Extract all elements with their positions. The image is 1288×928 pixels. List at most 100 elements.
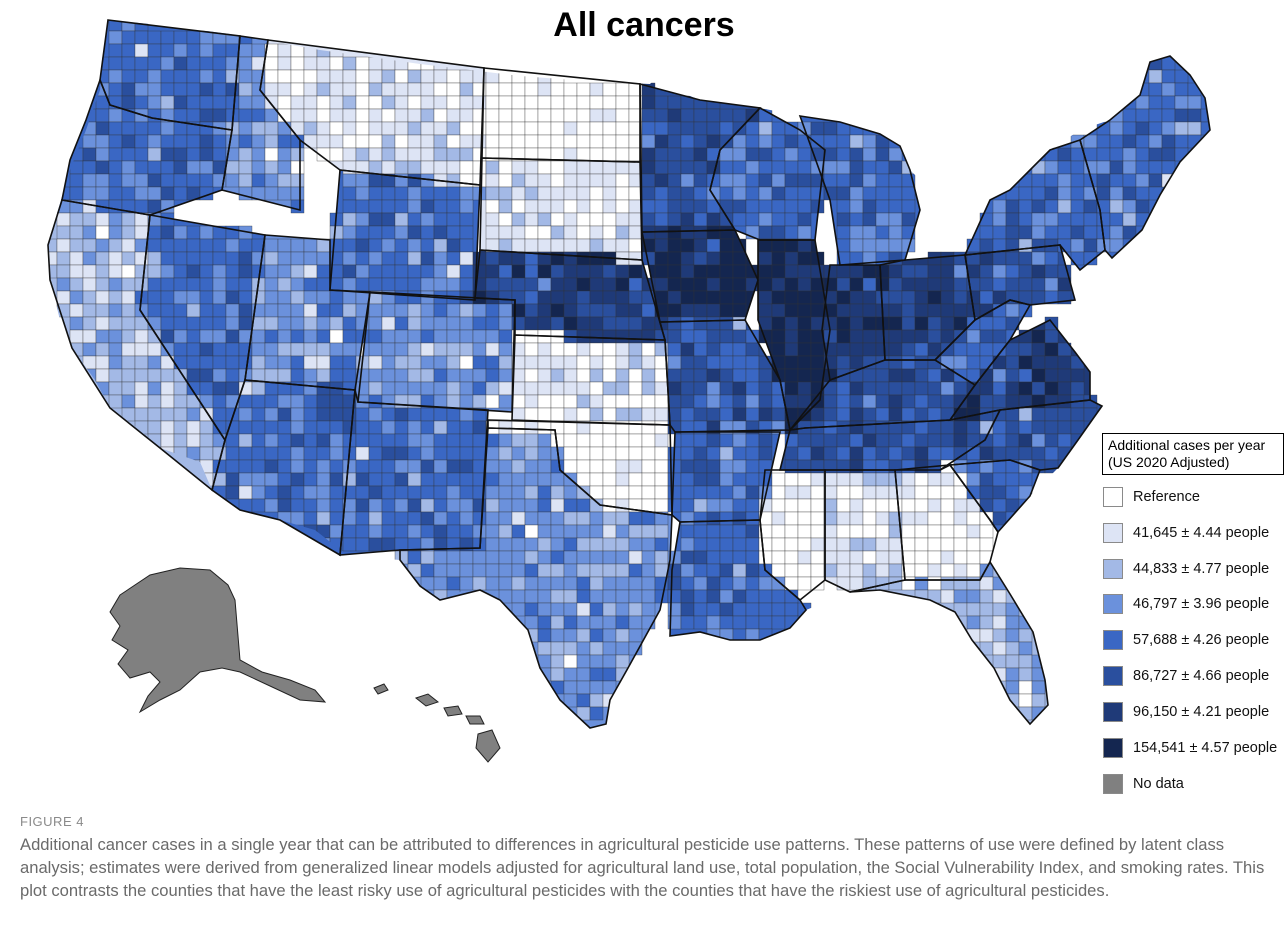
- county-cell: [108, 199, 123, 214]
- county-cell: [667, 589, 682, 604]
- county-cell: [1031, 264, 1046, 279]
- county-cell: [355, 433, 370, 448]
- county-cell: [277, 420, 292, 435]
- county-cell: [615, 641, 630, 656]
- county-cell: [979, 537, 994, 552]
- county-cell: [498, 459, 513, 474]
- county-cell: [732, 160, 747, 175]
- county-cell: [862, 303, 877, 318]
- county-cell: [485, 108, 500, 123]
- county-cell: [862, 316, 877, 331]
- county-cell: [888, 394, 903, 409]
- county-cell: [134, 225, 149, 240]
- county-cell: [875, 394, 890, 409]
- county-cell: [589, 550, 604, 565]
- county-cell: [576, 693, 591, 708]
- county-cell: [381, 446, 396, 461]
- county-cell: [1122, 147, 1137, 162]
- county-cell: [173, 108, 188, 123]
- county-cell: [888, 316, 903, 331]
- county-cell: [615, 121, 630, 136]
- county-cell: [784, 524, 799, 539]
- county-cell: [498, 186, 513, 201]
- county-cell: [576, 498, 591, 513]
- county-cell: [381, 199, 396, 214]
- county-cell: [550, 537, 565, 552]
- county-cell: [1083, 212, 1098, 227]
- county-cell: [602, 511, 617, 526]
- county-cell: [966, 290, 981, 305]
- county-cell: [654, 420, 669, 435]
- county-cell: [602, 446, 617, 461]
- county-cell: [836, 303, 851, 318]
- county-cell: [290, 264, 305, 279]
- county-cell: [446, 147, 461, 162]
- county-cell: [745, 459, 760, 474]
- county-cell: [745, 134, 760, 149]
- county-cell: [459, 264, 474, 279]
- county-cell: [576, 108, 591, 123]
- county-cell: [147, 407, 162, 422]
- county-cell: [82, 329, 97, 344]
- county-cell: [576, 576, 591, 591]
- county-cell: [459, 251, 474, 266]
- county-cell: [446, 563, 461, 578]
- county-cell: [1096, 173, 1111, 188]
- county-cell: [550, 641, 565, 656]
- county-cell: [316, 394, 331, 409]
- county-cell: [290, 121, 305, 136]
- county-cell: [446, 251, 461, 266]
- county-cell: [459, 238, 474, 253]
- county-cell: [1044, 368, 1059, 383]
- county-cell: [784, 602, 799, 617]
- county-cell: [368, 82, 383, 97]
- county-cell: [914, 485, 929, 500]
- county-cell: [69, 277, 84, 292]
- county-cell: [836, 277, 851, 292]
- county-cell: [641, 212, 656, 227]
- county-cell: [121, 303, 136, 318]
- county-cell: [797, 381, 812, 396]
- county-cell: [303, 95, 318, 110]
- county-cell: [420, 225, 435, 240]
- county-cell: [797, 225, 812, 240]
- county-cell: [303, 511, 318, 526]
- county-cell: [576, 602, 591, 617]
- county-cell: [82, 186, 97, 201]
- county-cell: [368, 303, 383, 318]
- county-cell: [888, 160, 903, 175]
- county-cell: [368, 433, 383, 448]
- county-cell: [160, 82, 175, 97]
- county-cell: [498, 277, 513, 292]
- county-cell: [290, 251, 305, 266]
- county-cell: [823, 485, 838, 500]
- county-cell: [498, 329, 513, 344]
- county-cell: [147, 30, 162, 45]
- county-cell: [498, 173, 513, 188]
- county-cell: [537, 303, 552, 318]
- county-cell: [342, 342, 357, 357]
- county-cell: [186, 95, 201, 110]
- county-cell: [849, 212, 864, 227]
- county-cell: [979, 316, 994, 331]
- county-cell: [589, 212, 604, 227]
- legend-swatch: [1103, 594, 1123, 614]
- county-cell: [732, 251, 747, 266]
- county-cell: [706, 472, 721, 487]
- county-cell: [979, 277, 994, 292]
- county-cell: [589, 524, 604, 539]
- county-cell: [927, 381, 942, 396]
- county-cell: [342, 134, 357, 149]
- county-cell: [979, 290, 994, 305]
- county-cell: [238, 69, 253, 84]
- county-cell: [602, 186, 617, 201]
- county-cell: [160, 394, 175, 409]
- county-cell: [667, 134, 682, 149]
- county-cell: [225, 342, 240, 357]
- county-cell: [953, 316, 968, 331]
- county-cell: [498, 420, 513, 435]
- county-cell: [69, 329, 84, 344]
- county-cell: [459, 303, 474, 318]
- county-cell: [901, 316, 916, 331]
- county-cell: [433, 329, 448, 344]
